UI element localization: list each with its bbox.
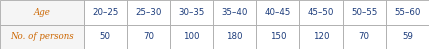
Bar [0, 0, 84, 24]
Text: 150: 150 [270, 32, 286, 41]
Bar [84, 24, 127, 49]
Bar [299, 0, 343, 24]
Bar [84, 0, 127, 24]
Bar [386, 24, 429, 49]
Bar [127, 24, 170, 49]
Text: 20–25: 20–25 [92, 8, 118, 17]
Bar [299, 24, 343, 49]
Bar [0, 24, 84, 49]
Text: 45–50: 45–50 [308, 8, 334, 17]
Bar [256, 24, 299, 49]
Text: 55–60: 55–60 [394, 8, 420, 17]
Bar [386, 0, 429, 24]
Text: 70: 70 [359, 32, 370, 41]
Text: 50: 50 [100, 32, 111, 41]
Bar [170, 0, 213, 24]
Text: 25–30: 25–30 [135, 8, 162, 17]
Text: 50–55: 50–55 [351, 8, 378, 17]
Bar [170, 24, 213, 49]
Text: 180: 180 [227, 32, 243, 41]
Text: Age: Age [33, 8, 50, 17]
Bar [256, 0, 299, 24]
Text: 100: 100 [183, 32, 200, 41]
Text: 35–40: 35–40 [221, 8, 248, 17]
Bar [127, 0, 170, 24]
Text: 30–35: 30–35 [178, 8, 205, 17]
Text: 59: 59 [402, 32, 413, 41]
Text: 120: 120 [313, 32, 329, 41]
Text: 70: 70 [143, 32, 154, 41]
Text: 40–45: 40–45 [265, 8, 291, 17]
Bar [213, 0, 257, 24]
Text: No. of persons: No. of persons [10, 32, 74, 41]
Bar [343, 0, 386, 24]
Bar [213, 24, 257, 49]
Bar [343, 24, 386, 49]
